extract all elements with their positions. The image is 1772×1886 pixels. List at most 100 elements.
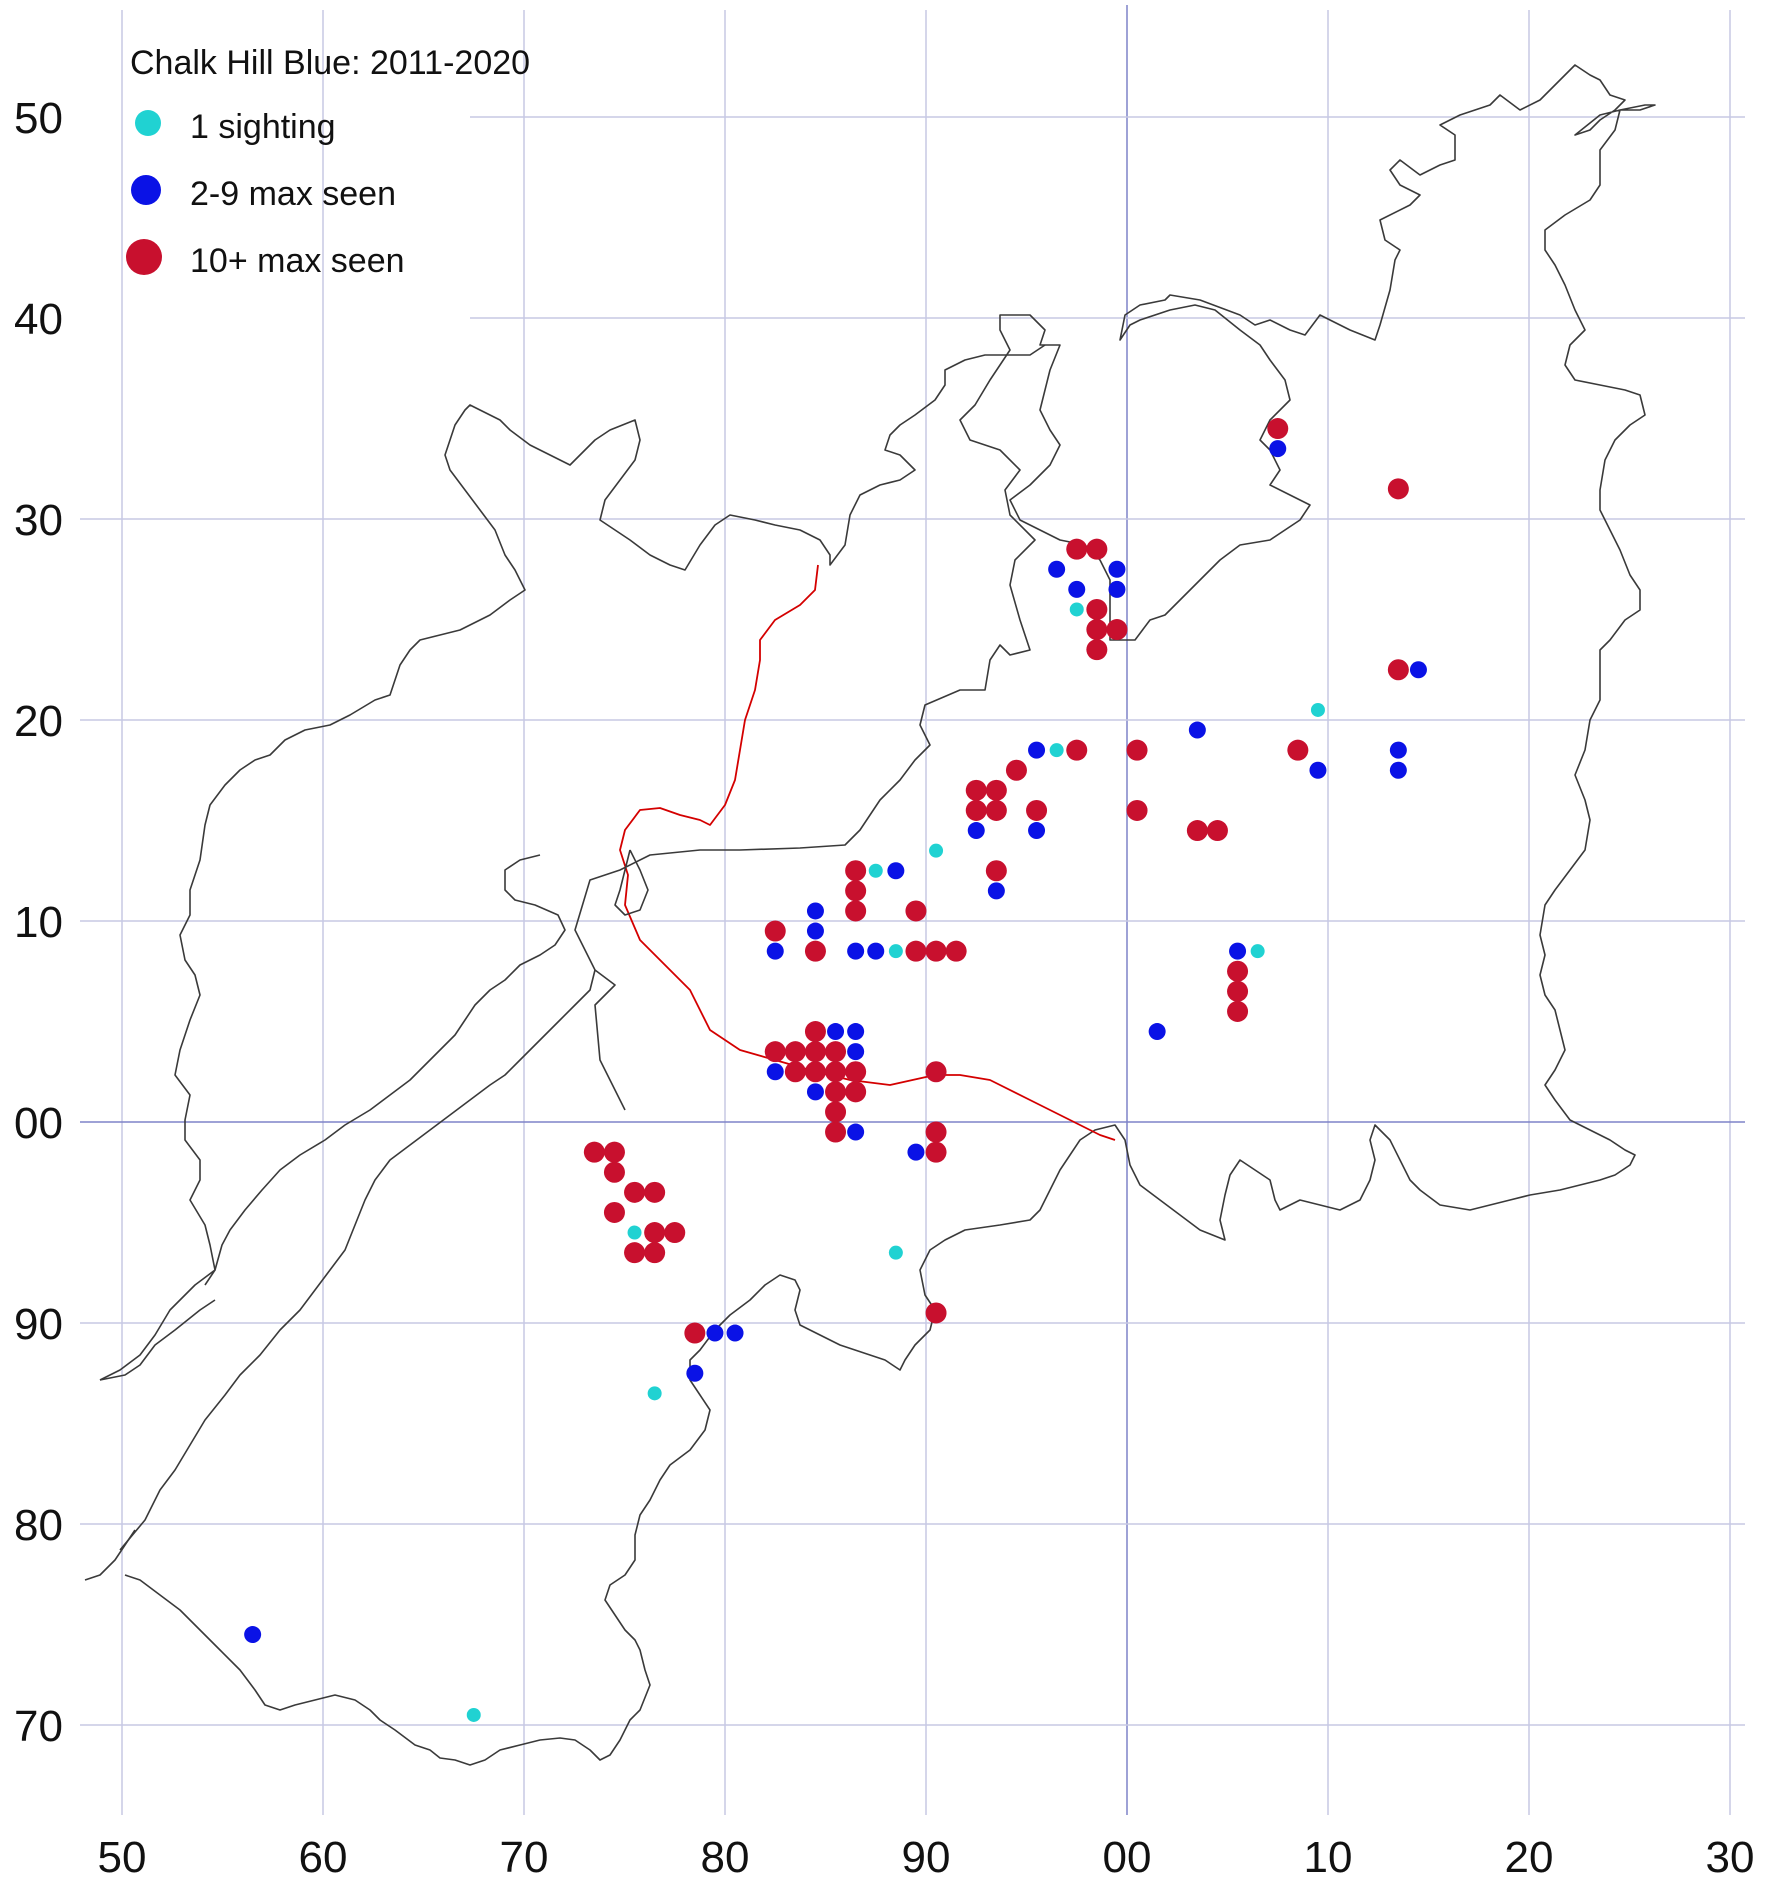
y-tick-label: 70 [14,1702,63,1751]
axis-ticks: 50 60 70 80 90 00 10 20 30 50 40 30 20 10 00 90 80 70 [14,94,1754,1882]
point-2-9-max-seen [887,862,905,880]
x-tick-label: 80 [701,1833,750,1882]
point-10-plus-max-seen [664,1222,686,1244]
west-coast [174,344,1046,1286]
point-10-plus-max-seen [845,860,867,882]
legend-title: Chalk Hill Blue: 2011-2020 [130,44,530,82]
point-1-sighting [888,1245,903,1260]
point-2-9-max-seen [766,942,784,960]
point-10-plus-max-seen [1086,538,1108,560]
point-10-plus-max-seen [684,1322,706,1344]
x-tick-label: 30 [1706,1833,1755,1882]
point-10-plus-max-seen [925,940,947,962]
point-2-9-max-seen [1068,580,1086,598]
point-10-plus-max-seen [905,900,927,922]
y-tick-label: 80 [14,1501,63,1550]
point-10-plus-max-seen [925,1141,947,1163]
point-2-9-max-seen [706,1324,724,1342]
point-2-9-max-seen [827,1023,845,1041]
x-tick-label: 00 [1103,1833,1152,1882]
y-tick-label: 10 [14,898,63,947]
point-10-plus-max-seen [825,1121,847,1143]
legend-label-1-sighting: 1 sighting [190,108,336,146]
estuary-left-bank [99,854,566,1381]
point-10-plus-max-seen [1227,980,1249,1002]
legend: Chalk Hill Blue: 2011-2020 1 sighting 2-… [126,44,530,280]
point-10-plus-max-seen [804,940,826,962]
point-2-9-max-seen [967,822,985,840]
point-10-plus-max-seen [845,880,867,902]
point-1-sighting [1069,602,1084,617]
point-2-9-max-seen [1108,560,1126,578]
point-10-plus-max-seen [603,1201,625,1223]
point-2-9-max-seen [806,902,824,920]
point-10-plus-max-seen [965,799,987,821]
point-10-plus-max-seen [1066,538,1088,560]
point-2-9-max-seen [806,922,824,940]
point-2-9-max-seen [1389,761,1407,779]
point-2-9-max-seen [1028,822,1046,840]
legend-label-2-9-max-seen: 2-9 max seen [190,175,396,213]
point-10-plus-max-seen [1126,739,1148,761]
point-10-plus-max-seen [985,860,1007,882]
point-10-plus-max-seen [644,1181,666,1203]
y-tick-label: 40 [14,295,63,344]
y-tick-label: 00 [14,1099,63,1148]
point-10-plus-max-seen [965,779,987,801]
point-2-9-max-seen [907,1143,925,1161]
point-2-9-max-seen [1309,761,1327,779]
point-10-plus-max-seen [845,1081,867,1103]
western-shore [99,1299,216,1381]
point-2-9-max-seen [1409,661,1427,679]
point-10-plus-max-seen [985,779,1007,801]
point-2-9-max-seen [1229,942,1247,960]
point-2-9-max-seen [1148,1023,1166,1041]
point-10-plus-max-seen [1206,820,1228,842]
estuary-right-bank [119,969,596,1551]
point-10-plus-max-seen [1227,1000,1249,1022]
point-10-plus-max-seen [925,1302,947,1324]
point-10-plus-max-seen [784,1041,806,1063]
point-10-plus-max-seen [905,940,927,962]
point-10-plus-max-seen [985,799,1007,821]
point-2-9-max-seen [766,1063,784,1081]
vice-county-boundary [619,564,1116,1141]
point-1-sighting [929,843,944,858]
legend-marker-1-sighting [135,110,161,136]
point-10-plus-max-seen [603,1161,625,1183]
point-10-plus-max-seen [1126,799,1148,821]
grid-lines [80,5,1745,1815]
point-2-9-max-seen [847,1123,865,1141]
point-1-sighting [647,1386,662,1401]
point-10-plus-max-seen [1086,619,1108,641]
estuary-inlet [614,849,649,916]
point-1-sighting [627,1225,642,1240]
point-2-9-max-seen [847,1043,865,1061]
point-2-9-max-seen [1108,580,1126,598]
point-10-plus-max-seen [1086,598,1108,620]
y-tick-label: 90 [14,1300,63,1349]
point-2-9-max-seen [847,942,865,960]
point-10-plus-max-seen [1387,659,1409,681]
point-1-sighting [888,944,903,959]
point-10-plus-max-seen [764,920,786,942]
point-10-plus-max-seen [1267,418,1289,440]
point-10-plus-max-seen [583,1141,605,1163]
point-10-plus-max-seen [1106,619,1128,641]
point-10-plus-max-seen [764,1041,786,1063]
x-tick-label: 90 [902,1833,951,1882]
point-10-plus-max-seen [1287,739,1309,761]
point-10-plus-max-seen [624,1181,646,1203]
point-10-plus-max-seen [1005,759,1027,781]
point-10-plus-max-seen [1387,478,1409,500]
point-2-9-max-seen [726,1324,744,1342]
y-tick-label: 50 [14,94,63,143]
point-2-9-max-seen [847,1023,865,1041]
point-10-plus-max-seen [825,1101,847,1123]
point-10-plus-max-seen [1186,820,1208,842]
south-coast [84,1529,136,1581]
point-1-sighting [1310,702,1325,717]
x-tick-label: 70 [500,1833,549,1882]
point-1-sighting [868,863,883,878]
